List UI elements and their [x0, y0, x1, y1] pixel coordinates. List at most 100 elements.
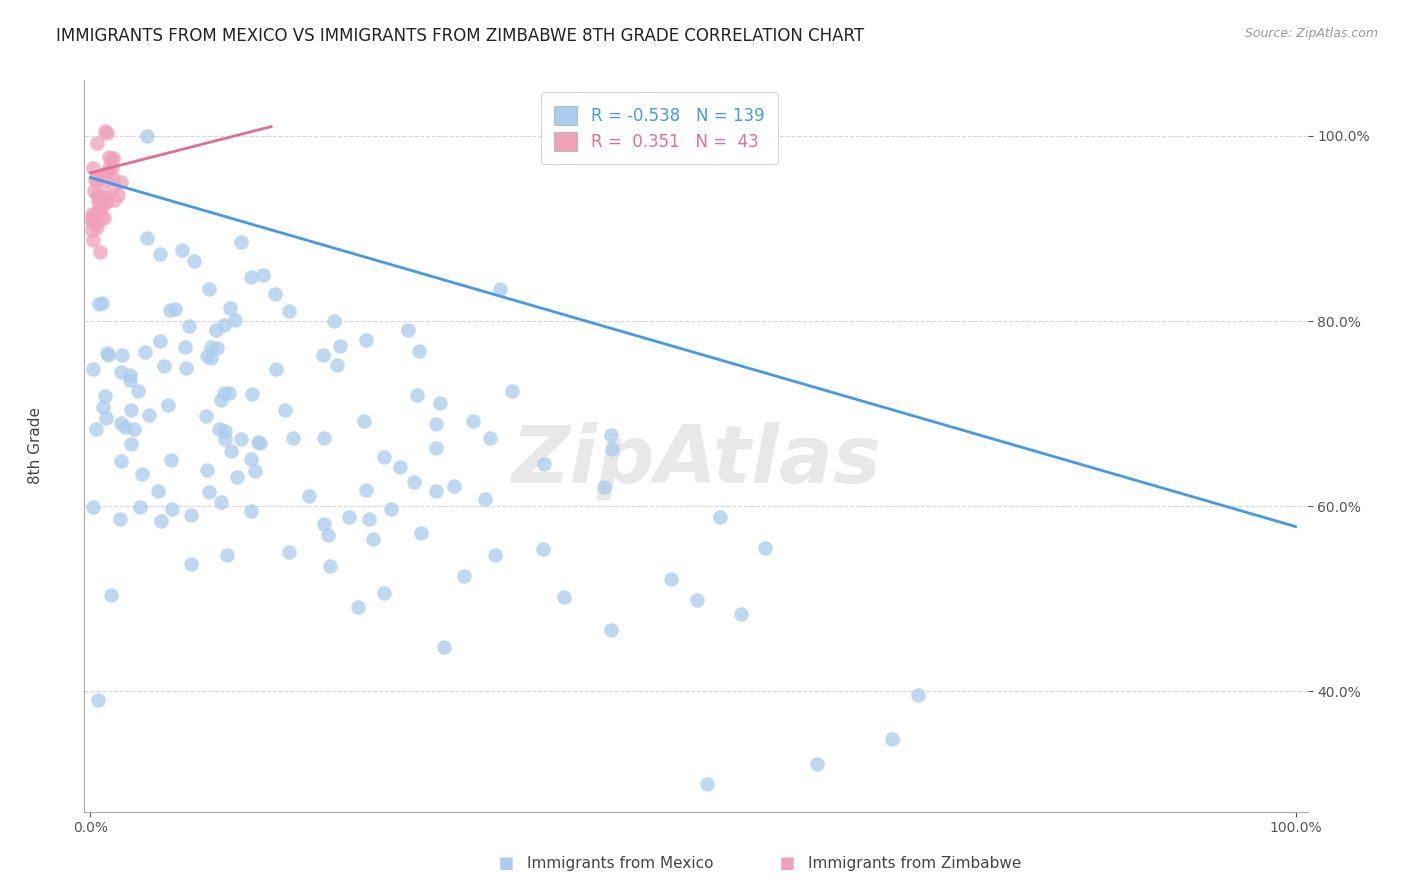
Point	[94, 411, 117, 425]
Point	[120, 403, 142, 417]
Point	[239, 269, 262, 284]
Point	[148, 483, 170, 498]
Point	[204, 323, 226, 337]
Point	[263, 286, 285, 301]
Point	[82, 500, 104, 514]
Point	[283, 431, 305, 445]
Point	[91, 296, 114, 310]
Point	[229, 432, 252, 446]
Point	[533, 457, 555, 471]
Point	[87, 693, 110, 707]
Point	[323, 313, 346, 327]
Point	[160, 502, 183, 516]
Point	[389, 459, 412, 474]
Point	[209, 393, 232, 408]
Point	[114, 420, 136, 434]
Point	[96, 345, 118, 359]
Point	[531, 541, 554, 556]
Point	[328, 338, 350, 352]
Point	[107, 188, 129, 202]
Point	[240, 452, 263, 467]
Point	[96, 127, 118, 141]
Point	[84, 421, 107, 435]
Point	[264, 361, 287, 376]
Point	[149, 514, 172, 528]
Point	[138, 408, 160, 422]
Point	[208, 422, 231, 436]
Point	[86, 136, 108, 150]
Point	[730, 607, 752, 621]
Point	[82, 210, 104, 224]
Point	[84, 172, 107, 186]
Point	[86, 173, 108, 187]
Point	[110, 454, 132, 468]
Point	[100, 152, 122, 166]
Point	[87, 202, 110, 216]
Point	[197, 485, 219, 500]
Point	[120, 373, 142, 387]
Point	[754, 541, 776, 556]
Text: Immigrants from Mexico: Immigrants from Mexico	[527, 856, 714, 871]
Point	[180, 557, 202, 571]
Point	[354, 483, 377, 497]
Point	[80, 207, 103, 221]
Point	[94, 167, 117, 181]
Point	[94, 124, 117, 138]
Point	[347, 599, 370, 614]
Point	[89, 192, 111, 206]
Point	[659, 572, 682, 586]
Point	[217, 549, 239, 563]
Point	[402, 475, 425, 490]
Point	[198, 282, 221, 296]
Point	[90, 210, 112, 224]
Point	[91, 400, 114, 414]
Point	[194, 409, 217, 424]
Point	[94, 194, 117, 209]
Point	[111, 348, 134, 362]
Point	[686, 592, 709, 607]
Point	[180, 508, 202, 522]
Point	[474, 492, 496, 507]
Point	[326, 358, 349, 372]
Point	[89, 244, 111, 259]
Point	[312, 516, 335, 531]
Point	[97, 165, 120, 179]
Point	[461, 414, 484, 428]
Point	[312, 348, 335, 362]
Point	[165, 302, 187, 317]
Point	[312, 431, 335, 445]
Point	[696, 777, 718, 791]
Point	[134, 344, 156, 359]
Point	[159, 302, 181, 317]
Point	[709, 510, 731, 524]
Point	[131, 467, 153, 481]
Point	[89, 297, 111, 311]
Point	[219, 444, 242, 458]
Point	[429, 396, 451, 410]
Point	[80, 212, 103, 227]
Point	[101, 171, 124, 186]
Point	[231, 235, 253, 249]
Point	[361, 532, 384, 546]
Point	[91, 170, 114, 185]
Point	[214, 425, 236, 439]
Point	[337, 509, 360, 524]
Point	[82, 361, 104, 376]
Point	[110, 175, 132, 189]
Point	[433, 640, 456, 654]
Point	[593, 480, 616, 494]
Point	[409, 525, 432, 540]
Point	[219, 301, 242, 316]
Point	[354, 334, 377, 348]
Point	[200, 340, 222, 354]
Point	[353, 414, 375, 428]
Text: Immigrants from Zimbabwe: Immigrants from Zimbabwe	[808, 856, 1022, 871]
Point	[82, 161, 104, 175]
Point	[425, 417, 447, 431]
Point	[600, 442, 623, 456]
Point	[247, 434, 270, 449]
Point	[274, 402, 297, 417]
Point	[110, 417, 132, 431]
Point	[173, 340, 195, 354]
Point	[156, 398, 179, 412]
